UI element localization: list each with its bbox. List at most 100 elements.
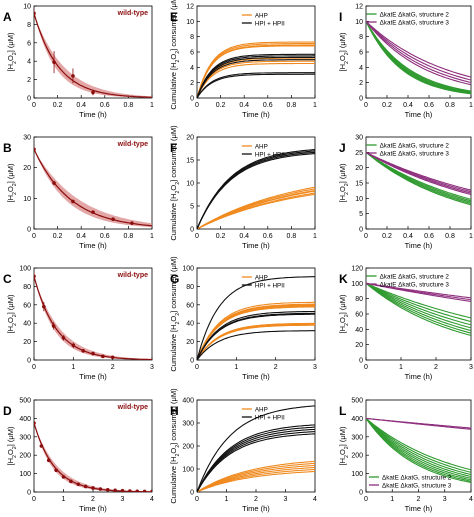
- x-tick-label: 0.4: [76, 233, 86, 240]
- series-line: [197, 45, 315, 98]
- panel-letter-l: L: [339, 404, 346, 418]
- axes-frame: [33, 267, 153, 361]
- x-axis-label: Time (h): [79, 504, 107, 513]
- x-tick-label: 1: [150, 233, 154, 240]
- x-tick-label: 2: [111, 364, 115, 371]
- x-tick-label: 1: [62, 496, 66, 503]
- legend-entry: AHP: [255, 274, 268, 281]
- y-axis-label: [H2O2] (μM): [338, 163, 350, 202]
- x-tick-label: 0.8: [445, 102, 455, 109]
- y-tick-label: 40: [23, 321, 31, 328]
- data-point: [46, 458, 51, 463]
- series-line: [366, 21, 471, 94]
- x-tick-label: 0: [364, 496, 368, 503]
- data-point: [91, 210, 95, 214]
- data-point: [91, 486, 95, 490]
- panel-c: C 0 1 2 3 0 20 40 60 80 100 Time (h) [H2O2] (μM) wild…: [3, 266, 154, 382]
- y-tick-label: 2: [27, 77, 31, 84]
- model-ensemble-band: [34, 13, 152, 98]
- data-point: [142, 489, 147, 492]
- y-axis-label: [H2O2] (μM): [338, 426, 350, 465]
- y-tick-label: 15: [355, 181, 363, 188]
- series-line: [197, 73, 315, 98]
- series-line: [197, 193, 315, 229]
- series-line: [366, 21, 471, 95]
- x-tick-label: 1: [71, 364, 75, 371]
- y-tick-label: 500: [351, 398, 363, 405]
- series-line: [366, 282, 471, 303]
- data-point: [83, 484, 88, 489]
- x-axis-label: Time (h): [242, 372, 270, 381]
- x-tick-label: 0.6: [424, 233, 434, 240]
- y-tick-label: 8: [359, 34, 363, 41]
- x-tick-label: 2: [274, 364, 278, 371]
- y-tick-label: 100: [351, 281, 363, 288]
- data-point: [52, 181, 56, 185]
- x-tick-label: 0.8: [445, 233, 455, 240]
- x-tick-label: 0: [364, 233, 368, 240]
- y-tick-label: 200: [351, 453, 363, 460]
- y-tick-label: 200: [19, 453, 31, 460]
- y-tick-label: 0: [359, 96, 363, 103]
- data-point: [34, 147, 36, 152]
- panel-letter-a: A: [3, 10, 12, 24]
- data-point: [111, 217, 115, 221]
- y-tick-label: 20: [355, 165, 363, 172]
- y-tick-label: 6: [359, 50, 363, 57]
- y-tick-label: 5: [190, 204, 194, 211]
- x-tick-label: 0.2: [382, 233, 392, 240]
- y-tick-label: 2: [359, 80, 363, 87]
- y-tick-label: 30: [355, 135, 363, 142]
- x-tick-label: 3: [150, 364, 154, 371]
- series-line: [197, 150, 315, 229]
- x-tick-label: 3: [121, 496, 125, 503]
- y-tick-label: 60: [355, 312, 363, 319]
- y-tick-label: 6: [190, 50, 194, 57]
- x-tick-label: 2: [254, 496, 258, 503]
- data-point: [113, 488, 117, 492]
- series-line: [366, 282, 471, 337]
- y-tick-label: 0: [359, 358, 363, 365]
- x-tick-label: 0.8: [287, 102, 297, 109]
- series-line: [197, 324, 315, 360]
- panel-g: G 0 1 2 3 0 20 40 60 80 100 Time (h) Cumulative [H2O…: [169, 256, 317, 381]
- data-point: [61, 475, 66, 479]
- y-tick-label: 6: [27, 40, 31, 47]
- series-line: [197, 464, 315, 492]
- series-line: [197, 55, 315, 98]
- x-tick-label: 1: [390, 496, 394, 503]
- x-tick-label: 0: [32, 233, 36, 240]
- series-line: [366, 282, 471, 334]
- y-tick-label: 20: [355, 342, 363, 349]
- data-point: [69, 479, 73, 484]
- legend-entry: AHP: [255, 406, 268, 413]
- x-tick-label: 0.4: [403, 102, 413, 109]
- axes-frame: [33, 399, 153, 493]
- series-line: [197, 426, 315, 492]
- series-line: [197, 41, 315, 98]
- y-tick-label: 100: [351, 471, 363, 478]
- data-point: [71, 199, 75, 204]
- x-tick-label: 0.4: [76, 102, 86, 109]
- y-tick-label: 8: [27, 22, 31, 29]
- x-tick-label: 0.2: [382, 102, 392, 109]
- y-tick-label: 0: [359, 227, 363, 234]
- x-tick-label: 3: [284, 496, 288, 503]
- y-tick-label: 80: [355, 296, 363, 303]
- series-line: [366, 418, 471, 476]
- x-tick-label: 0: [32, 102, 36, 109]
- x-tick-label: 0.6: [100, 102, 110, 109]
- x-axis-label: Time (h): [242, 504, 270, 513]
- x-tick-label: 0: [195, 233, 199, 240]
- series-line: [197, 301, 315, 360]
- series-line: [366, 417, 471, 471]
- series-line: [197, 466, 315, 492]
- x-tick-label: 3: [443, 496, 447, 503]
- data-point: [98, 487, 103, 491]
- panel-d: D 0 1 2 3 4 0 100 200 300 400 500 Time (h) [H2O2] (μM…: [3, 398, 154, 514]
- data-point: [71, 343, 76, 348]
- data-point: [128, 489, 132, 492]
